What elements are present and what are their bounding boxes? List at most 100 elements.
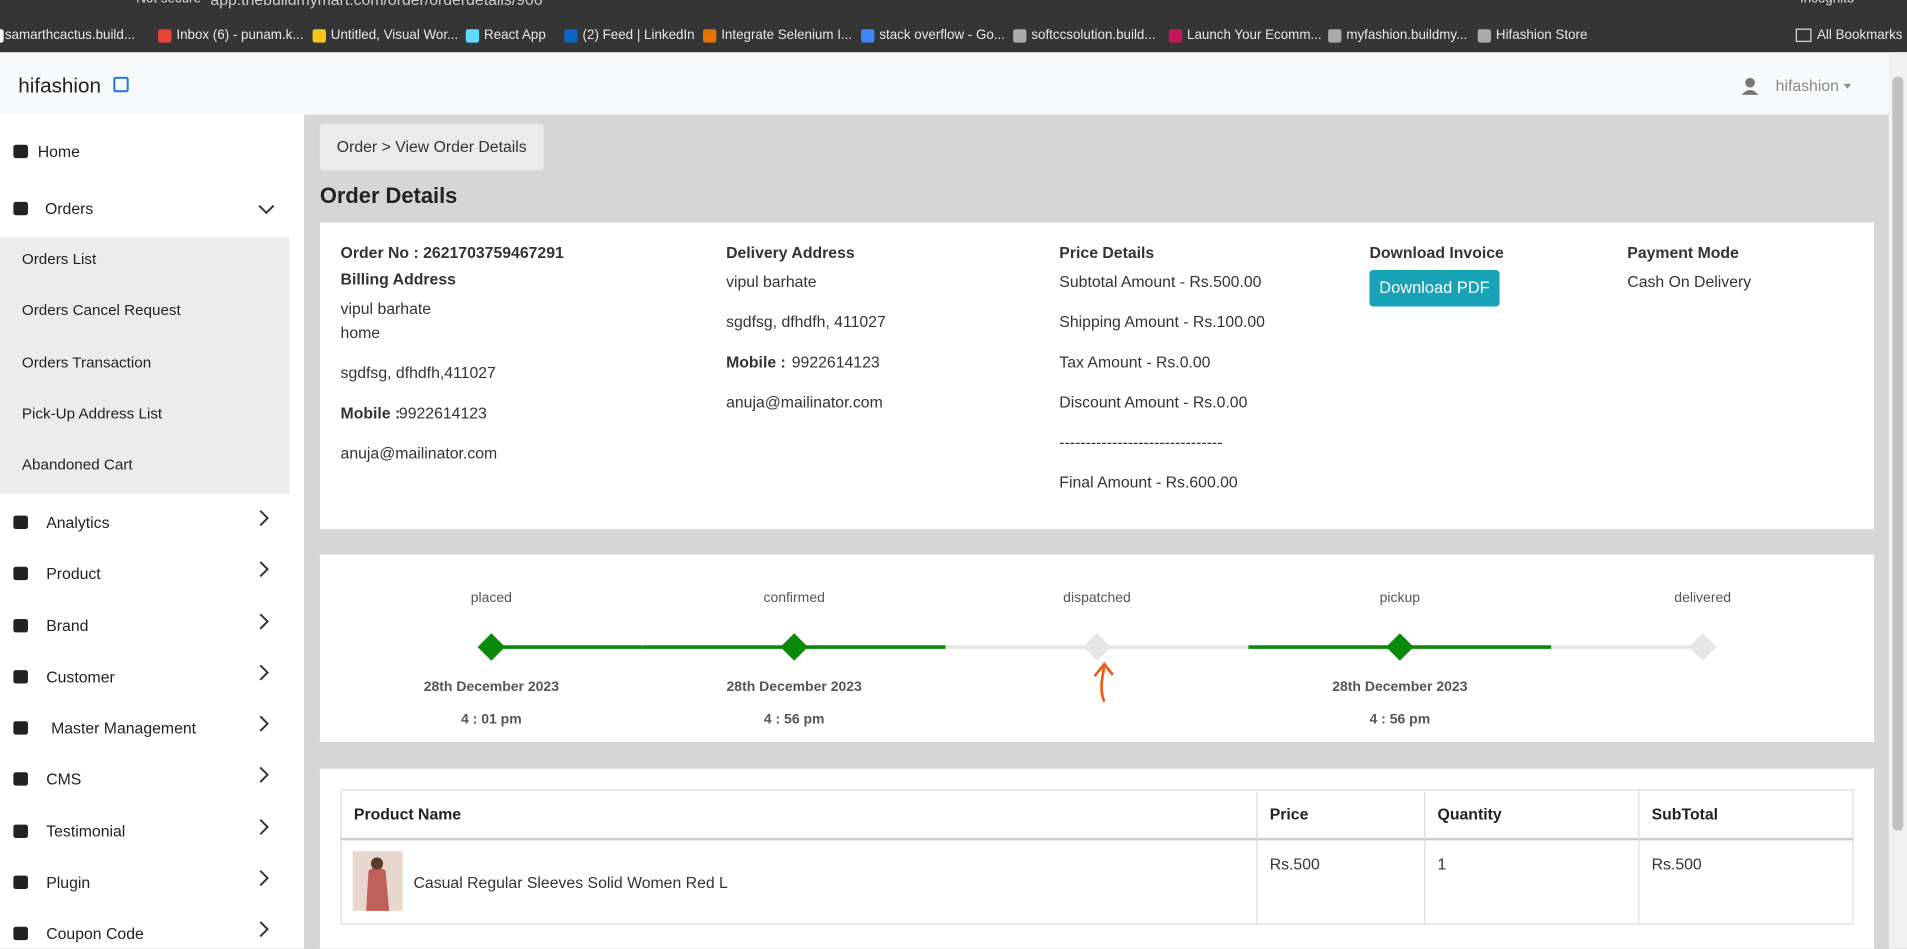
billing-type: home	[340, 323, 381, 342]
bookmark[interactable]: Inbox (6) - punam.k...	[176, 27, 304, 43]
menu-item[interactable]: CMS	[46, 769, 82, 789]
bookmark[interactable]: Untitled, Visual Wor...	[330, 27, 459, 43]
bookmark-icon	[861, 29, 875, 43]
menu-item[interactable]: Master Management	[51, 718, 197, 738]
delivery-email: anuja@mailinator.com	[726, 392, 883, 412]
table-border	[340, 789, 1854, 925]
step-date: 28th December 2023	[423, 679, 559, 695]
billing-email: anuja@mailinator.com	[340, 443, 498, 463]
url: app.thebuildmymart.com/order/orderdetail…	[210, 0, 542, 9]
breadcrumb: Order > View Order Details	[319, 124, 544, 171]
menu-icon	[13, 670, 28, 684]
step-marker	[1083, 633, 1111, 661]
bookmark-icon	[0, 29, 4, 43]
price-line: -------------------------------	[1059, 432, 1223, 452]
delivery-address: sgdfsg, dfhdfh, 411027	[726, 312, 886, 331]
invoice-heading: Download Invoice	[1369, 243, 1504, 262]
bookmark[interactable]: samarthcactus.build...	[4, 27, 135, 43]
menu-icon	[13, 926, 28, 941]
step-time: 4 : 56 pm	[1369, 712, 1431, 728]
chevron	[259, 715, 269, 732]
chevron	[259, 766, 269, 783]
column-header: Price	[1269, 805, 1309, 824]
submenu-item[interactable]: Pick-Up Address List	[21, 404, 163, 422]
submenu-item[interactable]: Orders List	[21, 250, 97, 268]
user-menu[interactable]: hifashion	[1775, 76, 1839, 95]
step-label: dispatched	[1063, 591, 1131, 606]
mobile-label: Mobile :	[726, 352, 786, 371]
menu-icon	[13, 721, 28, 735]
menu-icon	[13, 772, 28, 786]
menu-item[interactable]: Product	[46, 564, 101, 583]
bookmark-icon	[1013, 29, 1027, 43]
submenu-item[interactable]: Abandoned Cart	[21, 456, 133, 474]
submenu-item[interactable]: Orders Cancel Request	[21, 301, 181, 320]
step-marker	[477, 633, 506, 661]
product-image	[366, 867, 390, 911]
menu-item[interactable]: Brand	[46, 616, 89, 635]
payment-heading: Payment Mode	[1627, 243, 1739, 262]
step-date: 28th December 2023	[726, 679, 862, 695]
price-line: Shipping Amount - Rs.100.00	[1059, 312, 1265, 331]
submenu-item[interactable]: Orders Transaction	[21, 353, 152, 371]
bookmark[interactable]: React App	[484, 27, 546, 43]
price-line: Tax Amount - Rs.0.00	[1059, 352, 1211, 371]
menu-item[interactable]: Plugin	[46, 873, 91, 892]
bookmark-icon	[1477, 29, 1492, 43]
chevron	[259, 870, 269, 887]
step-label: delivered	[1674, 591, 1732, 606]
brand[interactable]: hifashion	[18, 74, 102, 98]
caret	[1843, 83, 1852, 89]
menu-item[interactable]: Orders	[44, 199, 94, 218]
bookmark-icon	[158, 29, 172, 43]
bookmark[interactable]: Integrate Selenium I...	[721, 27, 853, 43]
menu-item[interactable]: Analytics	[46, 513, 110, 532]
table-cell: Casual Regular Sleeves Solid Women Red L	[413, 873, 728, 892]
menu-item[interactable]: Testimonial	[46, 822, 126, 841]
mobile-label: Mobile :	[340, 403, 401, 423]
chevron	[259, 921, 269, 938]
menu-icon	[13, 144, 28, 159]
column-header: Quantity	[1437, 805, 1502, 824]
step-label: placed	[470, 591, 512, 606]
menu-item[interactable]: Coupon Code	[46, 924, 144, 943]
all-bookmarks[interactable]: All Bookmarks	[1817, 27, 1903, 43]
download-button[interactable]: Download PDF	[1369, 269, 1500, 307]
chevron	[259, 613, 269, 630]
bookmark[interactable]: stack overflow - Go...	[879, 27, 1005, 43]
external-link-icon	[113, 76, 129, 93]
menu-icon	[13, 875, 28, 890]
bookmark[interactable]: (2) Feed | LinkedIn	[582, 27, 695, 43]
column-header: Product Name	[353, 805, 462, 824]
app-header	[0, 52, 1907, 116]
billing-mobile: 9922614123	[398, 403, 487, 423]
billing-address: sgdfsg, dfhdfh,411027	[340, 363, 496, 382]
bookmark-icon	[1168, 29, 1183, 43]
bookmark[interactable]: Hifashion Store	[1495, 27, 1588, 43]
step-marker	[1688, 633, 1717, 661]
chevron	[259, 664, 269, 681]
menu-item[interactable]: Customer	[46, 667, 115, 686]
bookmark[interactable]: Launch Your Ecomm...	[1187, 27, 1322, 43]
order-no: Order No : 2621703759467291	[340, 243, 564, 262]
delivery-name: vipul barhate	[726, 272, 817, 291]
step-date: 28th December 2023	[1332, 679, 1468, 695]
menu-item[interactable]: Home	[37, 142, 80, 161]
details-card	[319, 222, 1875, 530]
menu-icon	[13, 515, 28, 530]
product-image	[370, 857, 384, 870]
price-line: Discount Amount - Rs.0.00	[1059, 392, 1248, 412]
menu-icon	[13, 566, 28, 581]
step-label: confirmed	[763, 591, 825, 606]
bookmark-icon	[465, 29, 480, 43]
bookmark[interactable]: softccsolution.build...	[1031, 27, 1156, 43]
chevron	[258, 204, 275, 215]
bookmark-icon	[564, 29, 578, 43]
bookmark[interactable]: myfashion.buildmy...	[1346, 27, 1468, 43]
step-marker	[780, 633, 808, 661]
profile: Incognito	[1800, 0, 1854, 6]
user-icon	[1745, 77, 1755, 88]
